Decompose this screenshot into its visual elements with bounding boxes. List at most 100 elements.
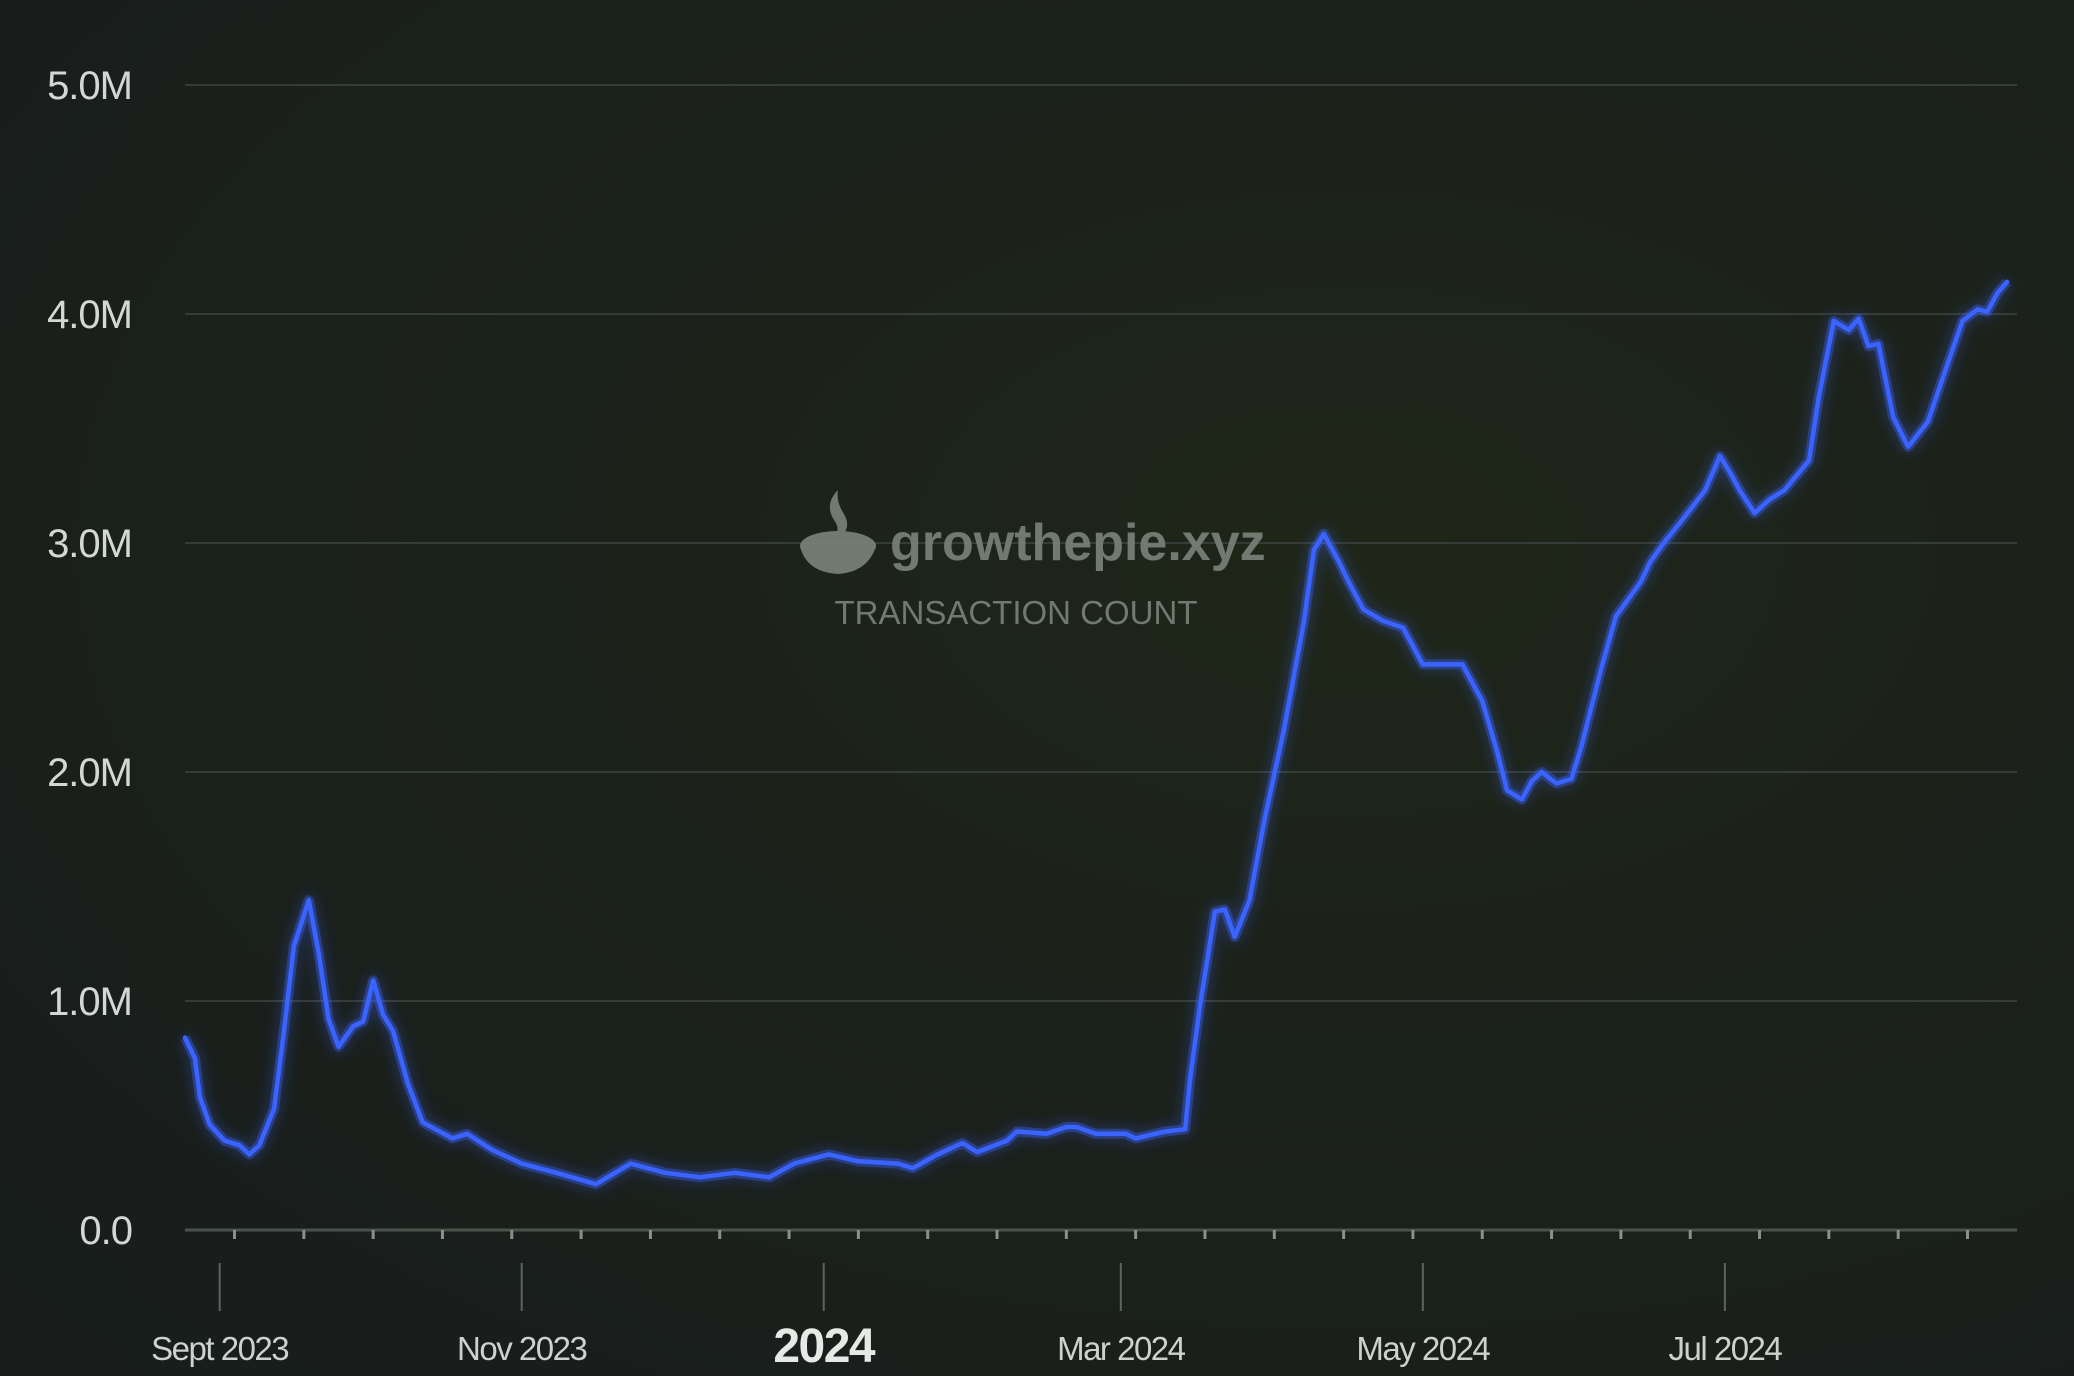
data-point <box>1348 581 1350 583</box>
data-point <box>1313 549 1315 551</box>
data-point <box>1461 663 1463 665</box>
watermark: growthepie.xyz TRANSACTION COUNT <box>800 490 1266 631</box>
data-point <box>1858 318 1860 320</box>
data-point <box>1719 455 1721 457</box>
data-point <box>1422 663 1424 665</box>
data-point <box>1640 581 1642 583</box>
series-line-glow <box>180 278 2011 1190</box>
data-point <box>1996 292 1998 294</box>
data-point <box>362 1021 364 1023</box>
data-point <box>238 1144 240 1146</box>
data-point <box>1046 1133 1048 1135</box>
y-tick-label: 1.0M <box>47 980 132 1024</box>
data-point <box>1075 1126 1077 1128</box>
data-point <box>1412 645 1414 647</box>
data-point <box>1808 460 1810 462</box>
y-tick-label: 2.0M <box>47 751 132 795</box>
data-point <box>1016 1131 1018 1133</box>
data-point <box>1580 746 1582 748</box>
data-point <box>1521 798 1523 800</box>
data-point <box>699 1176 701 1178</box>
data-point <box>194 1057 196 1059</box>
y-tick-label: 3.0M <box>47 522 132 566</box>
data-point <box>1382 620 1384 622</box>
data-point <box>630 1163 632 1165</box>
data-point <box>209 1124 211 1126</box>
data-point <box>1650 560 1652 562</box>
data-point <box>224 1140 226 1142</box>
data-point <box>1877 343 1879 345</box>
data-point <box>1942 377 1944 379</box>
series-line <box>182 279 2010 1187</box>
data-point <box>258 1144 260 1146</box>
x-tick-label: Sept 2023 <box>151 1330 288 1367</box>
data-point <box>734 1172 736 1174</box>
data-point <box>1214 911 1216 913</box>
x-tick-label: Mar 2024 <box>1057 1330 1186 1367</box>
x-tick-label: Jul 2024 <box>1668 1330 1782 1367</box>
data-point <box>1496 750 1498 752</box>
data-point <box>1600 668 1602 670</box>
data-point <box>1907 446 1909 448</box>
data-point <box>1962 320 1964 322</box>
data-point <box>273 1108 275 1110</box>
y-tick-label: 4.0M <box>47 293 132 337</box>
data-point <box>1125 1133 1127 1135</box>
data-point <box>1065 1126 1067 1128</box>
watermark-metric-label: TRANSACTION COUNT <box>835 594 1198 631</box>
data-point <box>283 1030 285 1032</box>
data-point <box>1704 489 1706 491</box>
data-point <box>1570 778 1572 780</box>
data-point <box>1263 819 1265 821</box>
data-point <box>937 1153 939 1155</box>
data-point <box>1189 1078 1191 1080</box>
y-axis-labels: 0.0 1.0M 2.0M 3.0M 4.0M 5.0M <box>47 64 133 1253</box>
data-point <box>1783 489 1785 491</box>
data-point <box>1867 345 1869 347</box>
data-point <box>308 899 310 901</box>
data-point <box>1303 620 1305 622</box>
data-point <box>1006 1140 1008 1142</box>
data-point <box>1541 771 1543 773</box>
data-point <box>1848 329 1850 331</box>
data-point <box>961 1142 963 1144</box>
data-point <box>555 1172 557 1174</box>
data-point <box>352 1025 354 1027</box>
data-point <box>318 952 320 954</box>
data-point <box>466 1133 468 1135</box>
x-tick-label: Nov 2023 <box>457 1330 586 1367</box>
data-point <box>1184 1128 1186 1130</box>
data-point <box>248 1153 250 1155</box>
data-point <box>293 945 295 947</box>
y-tick-label: 5.0M <box>47 64 132 108</box>
x-axis-ticks: Sept 2023 Nov 2023 2024 Mar 2024 May 2024 Jul… <box>151 1263 1784 1373</box>
data-point <box>828 1153 830 1155</box>
data-point <box>1249 899 1251 901</box>
data-point <box>897 1163 899 1165</box>
data-point <box>1664 540 1666 542</box>
data-point <box>793 1163 795 1165</box>
data-point <box>328 1018 330 1020</box>
data-point <box>595 1183 597 1185</box>
y-tick-label: 0.0 <box>79 1209 132 1253</box>
data-point <box>1679 521 1681 523</box>
data-point <box>1729 471 1731 473</box>
data-point <box>1506 789 1508 791</box>
data-point <box>199 1096 201 1098</box>
data-point <box>422 1121 424 1123</box>
data-point <box>1986 311 1988 313</box>
data-point <box>1615 615 1617 617</box>
data-point <box>1833 320 1835 322</box>
series-points <box>184 281 2008 1185</box>
data-point <box>1531 780 1533 782</box>
data-point <box>451 1137 453 1139</box>
x-tick-label: 2024 <box>773 1320 876 1373</box>
data-point <box>521 1163 523 1165</box>
data-point <box>1927 421 1929 423</box>
data-point <box>392 1030 394 1032</box>
data-point <box>976 1151 978 1153</box>
data-point <box>1283 727 1285 729</box>
data-point <box>1362 608 1364 610</box>
x-tick-label: May 2024 <box>1356 1330 1490 1367</box>
